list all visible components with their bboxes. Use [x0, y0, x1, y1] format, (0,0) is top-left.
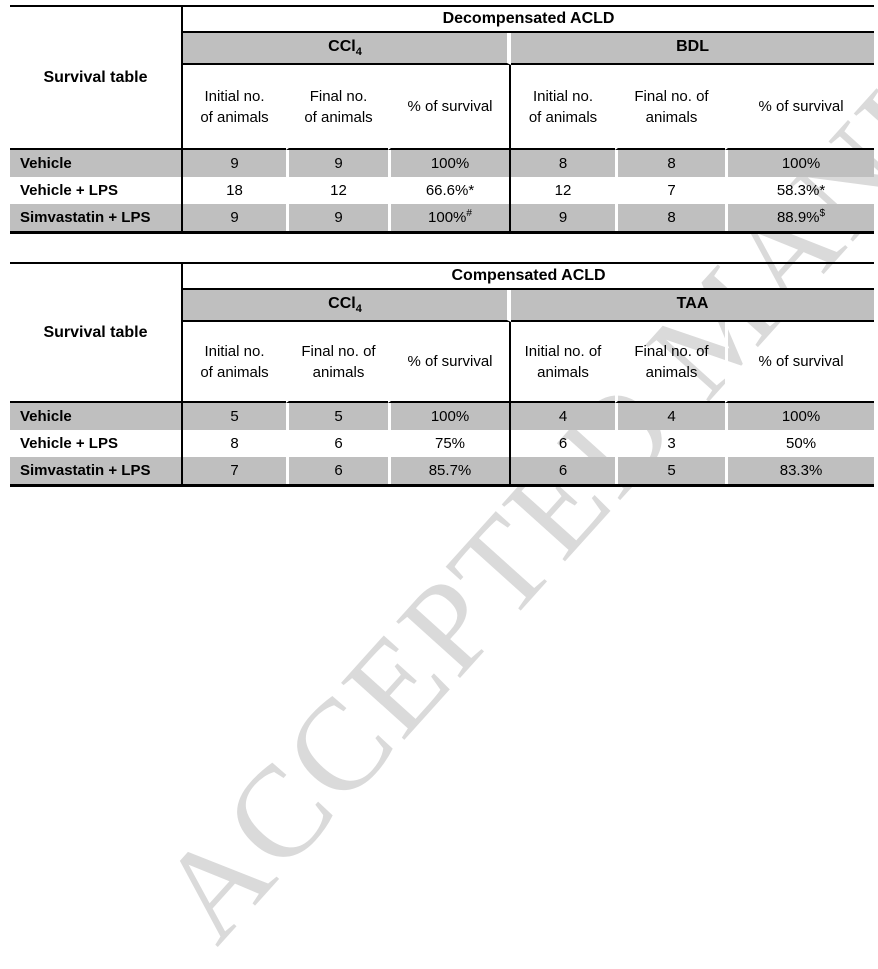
data-cell: 100%#	[388, 204, 511, 231]
table-row: Vehicle 5 5 100% 4 4 100%	[10, 403, 875, 430]
col-header-final: Final no. of animals	[286, 65, 388, 150]
table-row: Survival table Decompensated ACLD	[10, 7, 875, 150]
data-cell: 12	[554, 182, 572, 199]
data-cell: 5	[615, 457, 725, 484]
group-header-ccl4: CCl4	[183, 290, 511, 322]
table-row: Vehicle + LPS 8 6 75% 6 3 50%	[10, 430, 874, 457]
data-cell: 58.3%*	[725, 177, 874, 204]
table-row: Initial no. of animals Final no. of anim…	[10, 65, 875, 150]
data-cell: 9	[286, 204, 388, 231]
group-name-subscript: 4	[355, 46, 362, 59]
decompensated-table: Survival table Decompensated ACLD CCl4 B…	[10, 5, 875, 234]
group-name: BDL	[676, 37, 709, 55]
table-row: Simvastatin + LPS 7 6 85.7% 6 5 83.3%	[10, 457, 875, 484]
data-cell: 6	[286, 457, 388, 484]
col-header-survival: % of survival	[725, 322, 875, 403]
data-cell: 66.6%*	[388, 177, 511, 204]
data-cell: 50%	[725, 430, 874, 457]
table-row: CCl4 BDL	[10, 33, 875, 65]
data-cell: 5	[286, 403, 388, 430]
table-row: Simvastatin + LPS 9 9 100%# 9 8 88.9%$	[10, 204, 875, 231]
table-title-compensated: Compensated ACLD	[183, 264, 875, 290]
data-cell: 4	[615, 403, 725, 430]
col-header-initial: Initial no. of animals	[183, 322, 286, 403]
data-cell: 9	[183, 204, 286, 231]
data-cell: 6	[286, 430, 388, 457]
group-header-taa: TAA	[511, 290, 875, 322]
col-header-final: Final no. of animals	[615, 322, 725, 403]
data-cell: 12	[286, 177, 388, 204]
row-label-vehicle-lps: Vehicle + LPS	[10, 430, 183, 457]
row-label-simvastatin-lps: Simvastatin + LPS	[10, 204, 183, 231]
data-cell: 18	[226, 182, 243, 199]
data-cell: 3	[615, 430, 725, 457]
page: Survival table Decompensated ACLD CCl4 B…	[0, 5, 878, 487]
data-cell: 9	[183, 150, 286, 177]
col-header-survival: % of survival	[388, 65, 511, 150]
table-row: Initial no. of animals Final no. of anim…	[10, 322, 875, 403]
data-cell: 100%	[388, 150, 511, 177]
group-name: CCl	[328, 294, 356, 312]
group-header-ccl4: CCl4	[183, 33, 511, 65]
data-cell: 8	[615, 204, 725, 231]
group-name: TAA	[676, 294, 709, 312]
data-cell: 5	[183, 403, 286, 430]
data-cell: 100%	[725, 150, 875, 177]
col-header-final: Final no. of animals	[286, 322, 388, 403]
data-cell: 75%	[388, 430, 511, 457]
table-title-decompensated: Decompensated ACLD	[183, 7, 875, 33]
col-header-initial: Initial no. of animals	[511, 65, 615, 150]
data-cell: 100%	[725, 403, 875, 430]
data-cell: 8	[511, 150, 615, 177]
data-cell: 7	[183, 457, 286, 484]
data-cell: 4	[511, 403, 615, 430]
corner-label: Survival table	[10, 264, 183, 403]
group-name: CCl	[328, 37, 356, 55]
col-header-survival: % of survival	[388, 322, 511, 403]
col-header-initial: Initial no. of animals	[183, 65, 286, 150]
data-cell: 83.3%	[725, 457, 875, 484]
data-cell: 9	[286, 150, 388, 177]
row-label-vehicle-lps: Vehicle + LPS	[10, 177, 183, 204]
col-header-initial: Initial no. of animals	[511, 322, 615, 403]
data-cell: 88.9%$	[725, 204, 875, 231]
data-cell: 6	[558, 435, 568, 452]
table-row: Vehicle + LPS 18 12 66.6%* 12 7 58.3%*	[10, 177, 874, 204]
data-cell: 9	[511, 204, 615, 231]
data-cell: 6	[511, 457, 615, 484]
data-cell: 8	[615, 150, 725, 177]
data-cell: 7	[615, 177, 725, 204]
row-label-simvastatin-lps: Simvastatin + LPS	[10, 457, 183, 484]
row-label-vehicle: Vehicle	[10, 403, 183, 430]
table-row: Vehicle 9 9 100% 8 8 100%	[10, 150, 875, 177]
col-header-survival: % of survival	[725, 65, 875, 150]
data-cell: 85.7%	[388, 457, 511, 484]
table-row: Survival table Compensated ACLD	[10, 264, 875, 403]
group-name-subscript: 4	[355, 303, 362, 316]
corner-label: Survival table	[10, 7, 183, 150]
data-cell: 8	[230, 435, 239, 452]
table-row: CCl4 TAA	[10, 290, 875, 322]
data-cell: 100%	[388, 403, 511, 430]
row-label-vehicle: Vehicle	[10, 150, 183, 177]
group-header-bdl: BDL	[511, 33, 875, 65]
col-header-final: Final no. of animals	[615, 65, 725, 150]
compensated-table: Survival table Compensated ACLD CCl4 TAA…	[10, 262, 875, 487]
